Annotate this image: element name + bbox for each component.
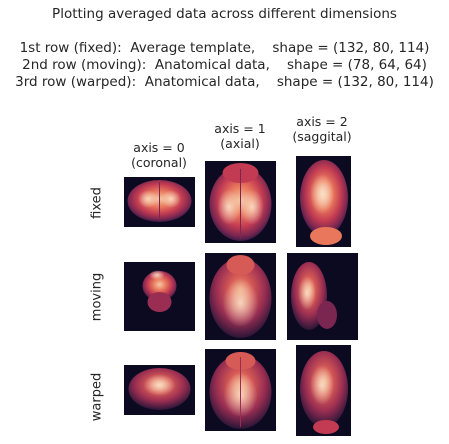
title-line-4: 2nd row (moving): Anatomical data, shape… [22,57,427,73]
panel-fixed-coronal [124,177,195,227]
panel-moving-coronal [124,262,195,331]
brain-slice-image [291,262,337,330]
brain-slice-image [300,351,348,434]
brain-slice-image [209,255,272,338]
brain-slice-image [142,270,177,312]
panel-moving-saggital [287,253,358,340]
panel-fixed-axial [205,161,276,243]
panel-warped-coronal [124,365,195,415]
brain-slice-image [209,163,272,241]
panel-warped-axial [205,349,276,431]
brain-slice-image [209,352,272,429]
title-line-3: 1st row (fixed): Average template, shape… [19,40,430,56]
brain-slice-image [127,180,192,222]
panel-moving-axial [205,253,276,340]
title-line-5: 3rd row (warped): Anatomical data, shape… [15,74,434,90]
column-label-coronal: axis = 0 (coronal) [131,140,187,170]
row-label-fixed: fixed [89,187,105,219]
title-line-1: Plotting averaged data across different … [52,6,397,22]
column-label-saggital: axis = 2 (saggital) [292,114,352,144]
panel-fixed-saggital [296,156,351,247]
brain-slice-image [300,160,348,245]
panel-warped-saggital [296,345,351,436]
brain-slice-image [128,368,191,410]
row-label-moving: moving [89,272,105,322]
row-label-warped: warped [89,372,105,422]
column-label-axial: axis = 1 (axial) [214,121,266,151]
